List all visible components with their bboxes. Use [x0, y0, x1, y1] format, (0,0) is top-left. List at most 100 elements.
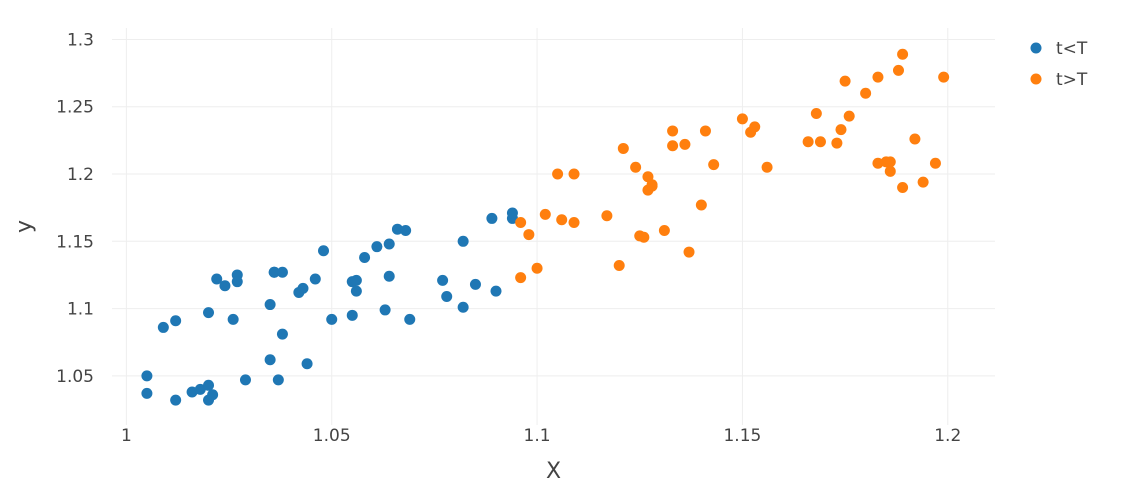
y-tick-label: 1.15 [56, 232, 94, 252]
data-point [708, 159, 720, 171]
data-point [552, 168, 564, 180]
data-point [239, 374, 251, 386]
data-point [141, 387, 153, 399]
data-point [814, 136, 826, 148]
data-point [276, 328, 288, 340]
data-point [219, 280, 231, 292]
tick-labels: 1 1.05 1.1 1.15 1.2 1.05 1.1 1.15 1.2 1.25 1.3 [56, 30, 961, 446]
data-point [301, 358, 313, 370]
data-point [884, 165, 896, 177]
data-point [211, 273, 223, 285]
data-point [506, 207, 518, 219]
data-point [203, 307, 215, 319]
legend-label: t>T [1056, 70, 1088, 90]
y-tick-label: 1.3 [67, 30, 94, 50]
data-point [810, 107, 822, 119]
data-point [272, 374, 284, 386]
data-point [264, 299, 276, 311]
data-point [638, 231, 650, 243]
data-point [170, 315, 182, 327]
data-point [872, 71, 884, 83]
data-point [617, 142, 629, 154]
data-point [884, 156, 896, 168]
data-points [141, 48, 950, 406]
data-point [469, 278, 481, 290]
data-point [346, 309, 358, 321]
legend: t<T t>T [1030, 39, 1088, 90]
data-point [568, 168, 580, 180]
data-point [371, 241, 383, 253]
data-point [929, 157, 941, 169]
data-point [400, 225, 412, 237]
x-axis-title: X [546, 459, 561, 484]
data-point [568, 216, 580, 228]
data-point [490, 285, 502, 297]
data-point [437, 274, 449, 286]
data-point [646, 179, 658, 191]
x-tick-label: 1.05 [313, 426, 351, 446]
data-point [909, 133, 921, 145]
data-point [457, 235, 469, 247]
y-tick-label: 1.25 [56, 98, 94, 118]
data-point [318, 245, 330, 257]
x-tick-label: 1.2 [934, 426, 961, 446]
data-point [383, 238, 395, 250]
legend-item[interactable]: t<T [1030, 39, 1088, 59]
data-point [683, 246, 695, 258]
y-tick-label: 1.2 [67, 165, 94, 185]
data-point [667, 140, 679, 152]
data-point [872, 157, 884, 169]
data-point [379, 304, 391, 316]
y-tick-label: 1.05 [56, 367, 94, 387]
series-1 [141, 207, 518, 406]
data-point [897, 48, 909, 60]
data-point [679, 138, 691, 150]
data-point [309, 273, 321, 285]
data-point [802, 136, 814, 148]
legend-item[interactable]: t>T [1030, 70, 1088, 90]
data-point [736, 113, 748, 125]
data-point [613, 260, 625, 272]
data-point [170, 394, 182, 406]
data-point [350, 285, 362, 297]
data-point [897, 181, 909, 193]
data-point [194, 383, 206, 395]
data-point [391, 223, 403, 235]
data-point [264, 354, 276, 366]
data-point [601, 210, 613, 222]
data-point [457, 301, 469, 313]
data-point [486, 212, 498, 224]
data-point [531, 262, 543, 274]
data-point [441, 290, 453, 302]
data-point [658, 225, 670, 237]
data-point [350, 274, 362, 286]
data-point [835, 124, 847, 136]
data-point [297, 282, 309, 294]
data-point [938, 71, 950, 83]
data-point [515, 272, 527, 284]
data-point [227, 313, 239, 325]
data-point [667, 125, 679, 137]
data-point [831, 137, 843, 149]
data-point [839, 75, 851, 87]
data-point [843, 110, 855, 122]
data-point [892, 64, 904, 76]
data-point [523, 229, 535, 241]
legend-marker [1030, 73, 1042, 85]
x-tick-label: 1.1 [524, 426, 551, 446]
data-point [917, 176, 929, 188]
data-point [699, 125, 711, 137]
data-point [630, 161, 642, 173]
data-point [268, 266, 280, 278]
y-tick-label: 1.1 [67, 300, 94, 320]
data-point [749, 121, 761, 133]
data-point [539, 208, 551, 220]
data-point [556, 214, 568, 226]
data-point [515, 216, 527, 228]
data-point [207, 389, 219, 401]
x-tick-label: 1 [121, 426, 132, 446]
data-point [860, 87, 872, 99]
series-2 [515, 48, 950, 284]
